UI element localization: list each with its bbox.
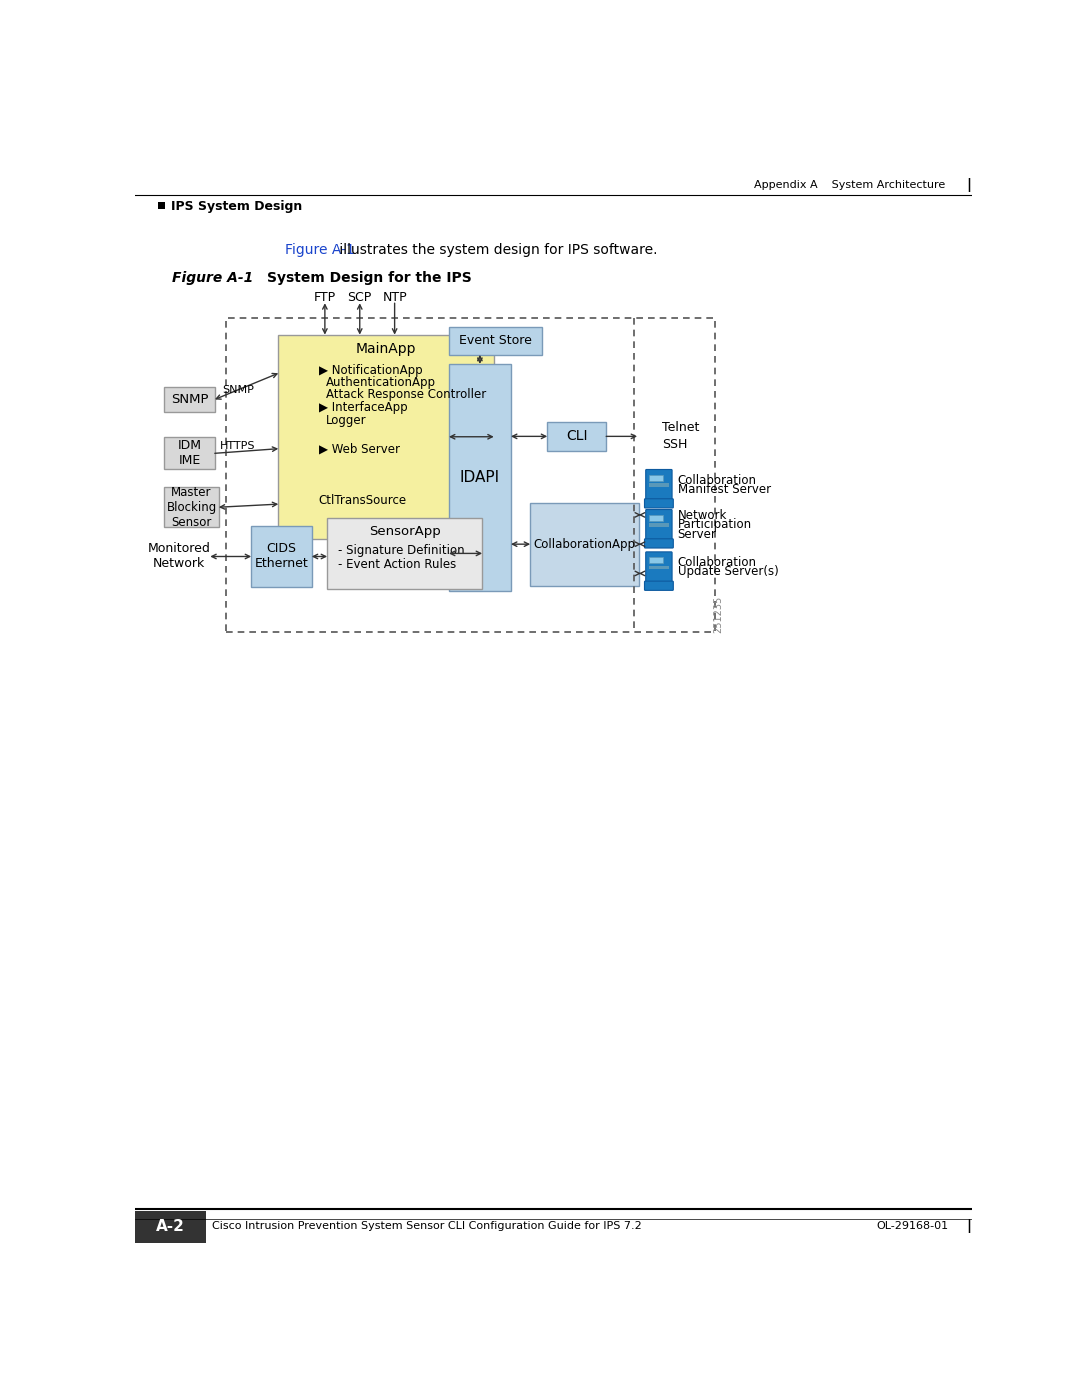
FancyBboxPatch shape: [645, 539, 673, 548]
Text: SNMP: SNMP: [222, 386, 254, 395]
Text: Update Server(s): Update Server(s): [677, 566, 779, 578]
Text: Telnet: Telnet: [662, 420, 700, 433]
Text: ▶ Web Server: ▶ Web Server: [319, 443, 400, 455]
Text: OL-29168-01: OL-29168-01: [877, 1221, 948, 1231]
Bar: [649, 557, 663, 563]
Text: SSH: SSH: [662, 437, 687, 451]
Bar: [164, 488, 218, 527]
Bar: [159, 203, 165, 210]
Bar: [449, 327, 542, 355]
Text: MainApp: MainApp: [355, 342, 417, 356]
Text: CIDS
Ethernet: CIDS Ethernet: [255, 542, 309, 570]
Text: Event Store: Event Store: [459, 334, 531, 348]
Bar: [649, 475, 663, 481]
Text: Network: Network: [677, 509, 727, 522]
Text: CtlTransSource: CtlTransSource: [319, 493, 407, 507]
Text: illustrates the system design for IPS software.: illustrates the system design for IPS so…: [335, 243, 658, 257]
Text: Participation: Participation: [677, 518, 752, 531]
Bar: [252, 525, 312, 587]
Bar: [135, 1211, 206, 1243]
Text: Cisco Intrusion Prevention System Sensor CLI Configuration Guide for IPS 7.2: Cisco Intrusion Prevention System Sensor…: [213, 1221, 643, 1231]
Bar: [164, 387, 215, 412]
Text: Manifest Server: Manifest Server: [677, 483, 771, 496]
Text: Monitored
Network: Monitored Network: [148, 542, 211, 570]
Text: Attack Response Controller: Attack Response Controller: [326, 388, 486, 401]
Bar: [649, 566, 669, 570]
Bar: [649, 514, 663, 521]
Text: System Design for the IPS: System Design for the IPS: [267, 271, 472, 285]
Bar: [227, 317, 715, 631]
Text: |: |: [966, 177, 971, 191]
Bar: [649, 524, 669, 527]
FancyBboxPatch shape: [645, 581, 673, 591]
Text: SCP: SCP: [348, 291, 372, 303]
Text: Appendix A    System Architecture: Appendix A System Architecture: [754, 180, 945, 190]
Bar: [530, 503, 638, 585]
Text: IDAPI: IDAPI: [460, 469, 500, 485]
Text: SensorApp: SensorApp: [369, 525, 441, 538]
Bar: [548, 422, 606, 451]
Text: Collaboration: Collaboration: [677, 474, 756, 486]
FancyBboxPatch shape: [645, 499, 673, 509]
Text: A-2: A-2: [157, 1220, 185, 1234]
Text: IDM
IME: IDM IME: [177, 439, 202, 468]
Text: |: |: [966, 1218, 971, 1232]
FancyBboxPatch shape: [646, 510, 672, 541]
Text: - Event Action Rules: - Event Action Rules: [338, 557, 457, 571]
Text: - Signature Definition: - Signature Definition: [338, 543, 464, 557]
Text: ▶ InterfaceApp: ▶ InterfaceApp: [319, 401, 407, 415]
Text: Collaboration: Collaboration: [677, 556, 756, 569]
Text: Figure A-1: Figure A-1: [172, 271, 254, 285]
Text: IPS System Design: IPS System Design: [172, 200, 302, 212]
Text: 251235: 251235: [713, 597, 723, 633]
Text: FTP: FTP: [314, 291, 336, 303]
Bar: [449, 365, 511, 591]
Text: HTTPS: HTTPS: [220, 441, 256, 451]
Text: Master
Blocking
Sensor: Master Blocking Sensor: [166, 486, 217, 528]
FancyBboxPatch shape: [646, 552, 672, 583]
Text: Figure A-1: Figure A-1: [284, 243, 354, 257]
Text: CLI: CLI: [566, 429, 588, 443]
Text: AuthenticationApp: AuthenticationApp: [326, 376, 435, 388]
Bar: [164, 437, 215, 469]
Text: NTP: NTP: [382, 291, 407, 303]
Text: CollaborationApp: CollaborationApp: [534, 538, 635, 550]
Bar: [649, 483, 669, 488]
FancyBboxPatch shape: [646, 469, 672, 500]
Bar: [279, 335, 494, 539]
Text: ▶ NotificationApp: ▶ NotificationApp: [319, 363, 422, 377]
Bar: [327, 518, 482, 588]
Text: Logger: Logger: [326, 414, 366, 426]
Text: Server: Server: [677, 528, 716, 541]
Text: SNMP: SNMP: [171, 393, 208, 407]
